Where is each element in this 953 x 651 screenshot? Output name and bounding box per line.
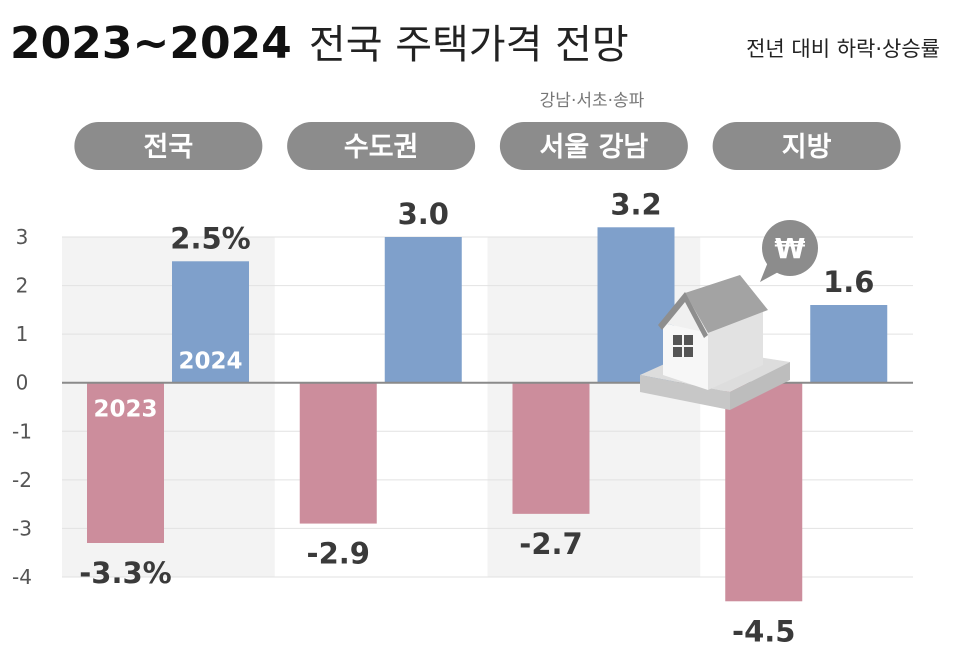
- won-speech-bubble-icon: ₩: [760, 220, 818, 282]
- value-label-2023: -2.9: [307, 537, 370, 571]
- y-tick-label: 1: [16, 322, 29, 346]
- value-label-2024: 2.5%: [170, 221, 250, 255]
- category-label: 지방: [782, 132, 832, 163]
- value-label-2023: -2.7: [519, 527, 582, 561]
- y-tick-label: -3: [12, 516, 32, 540]
- y-tick-label: -1: [12, 419, 32, 443]
- category-label: 서울 강남: [539, 132, 648, 163]
- category-pill: [499, 122, 688, 170]
- value-label-2024: 3.0: [398, 197, 449, 231]
- seoul-gangnam-note: 강남·서초·송파: [540, 91, 645, 111]
- bar-2023: [725, 382, 803, 602]
- y-tick-label: 3: [16, 225, 29, 249]
- bar-2023: [87, 382, 164, 543]
- y-tick-label: -4: [12, 565, 32, 589]
- category-label: 수도권: [344, 132, 419, 163]
- title-rest: 전국 주택가격 전망: [309, 22, 629, 68]
- y-tick-label: -2: [12, 468, 32, 492]
- chart-subtitle: 전년 대비 하락·상승률: [746, 37, 940, 61]
- y-tick-label: 2: [16, 274, 29, 298]
- chart-title: 2023~2024 전국 주택가격 전망: [10, 18, 629, 69]
- svg-text:₩: ₩: [775, 232, 806, 265]
- title-year-range: 2023~2024: [10, 18, 292, 69]
- value-label-2024: 1.6: [823, 265, 874, 299]
- bar-2024: [172, 261, 249, 383]
- value-label-2023: -4.5: [732, 614, 795, 648]
- value-label-2024: 3.2: [610, 187, 661, 221]
- bar-2024: [810, 305, 888, 383]
- bar-2023: [299, 382, 377, 524]
- bar-2024: [384, 237, 462, 383]
- category-pill: [287, 122, 476, 170]
- category-label: 전국: [144, 132, 194, 163]
- y-tick-label: 0: [16, 371, 29, 395]
- category-pill: [712, 122, 901, 170]
- value-label-2023: -3.3%: [79, 556, 171, 590]
- category-pill: [74, 122, 263, 170]
- bar-2024: [597, 227, 675, 383]
- house-icon: [640, 275, 790, 410]
- series-label-2023: 2023: [93, 397, 157, 423]
- bar-2023: [512, 382, 590, 514]
- series-label-2024: 2024: [178, 349, 242, 375]
